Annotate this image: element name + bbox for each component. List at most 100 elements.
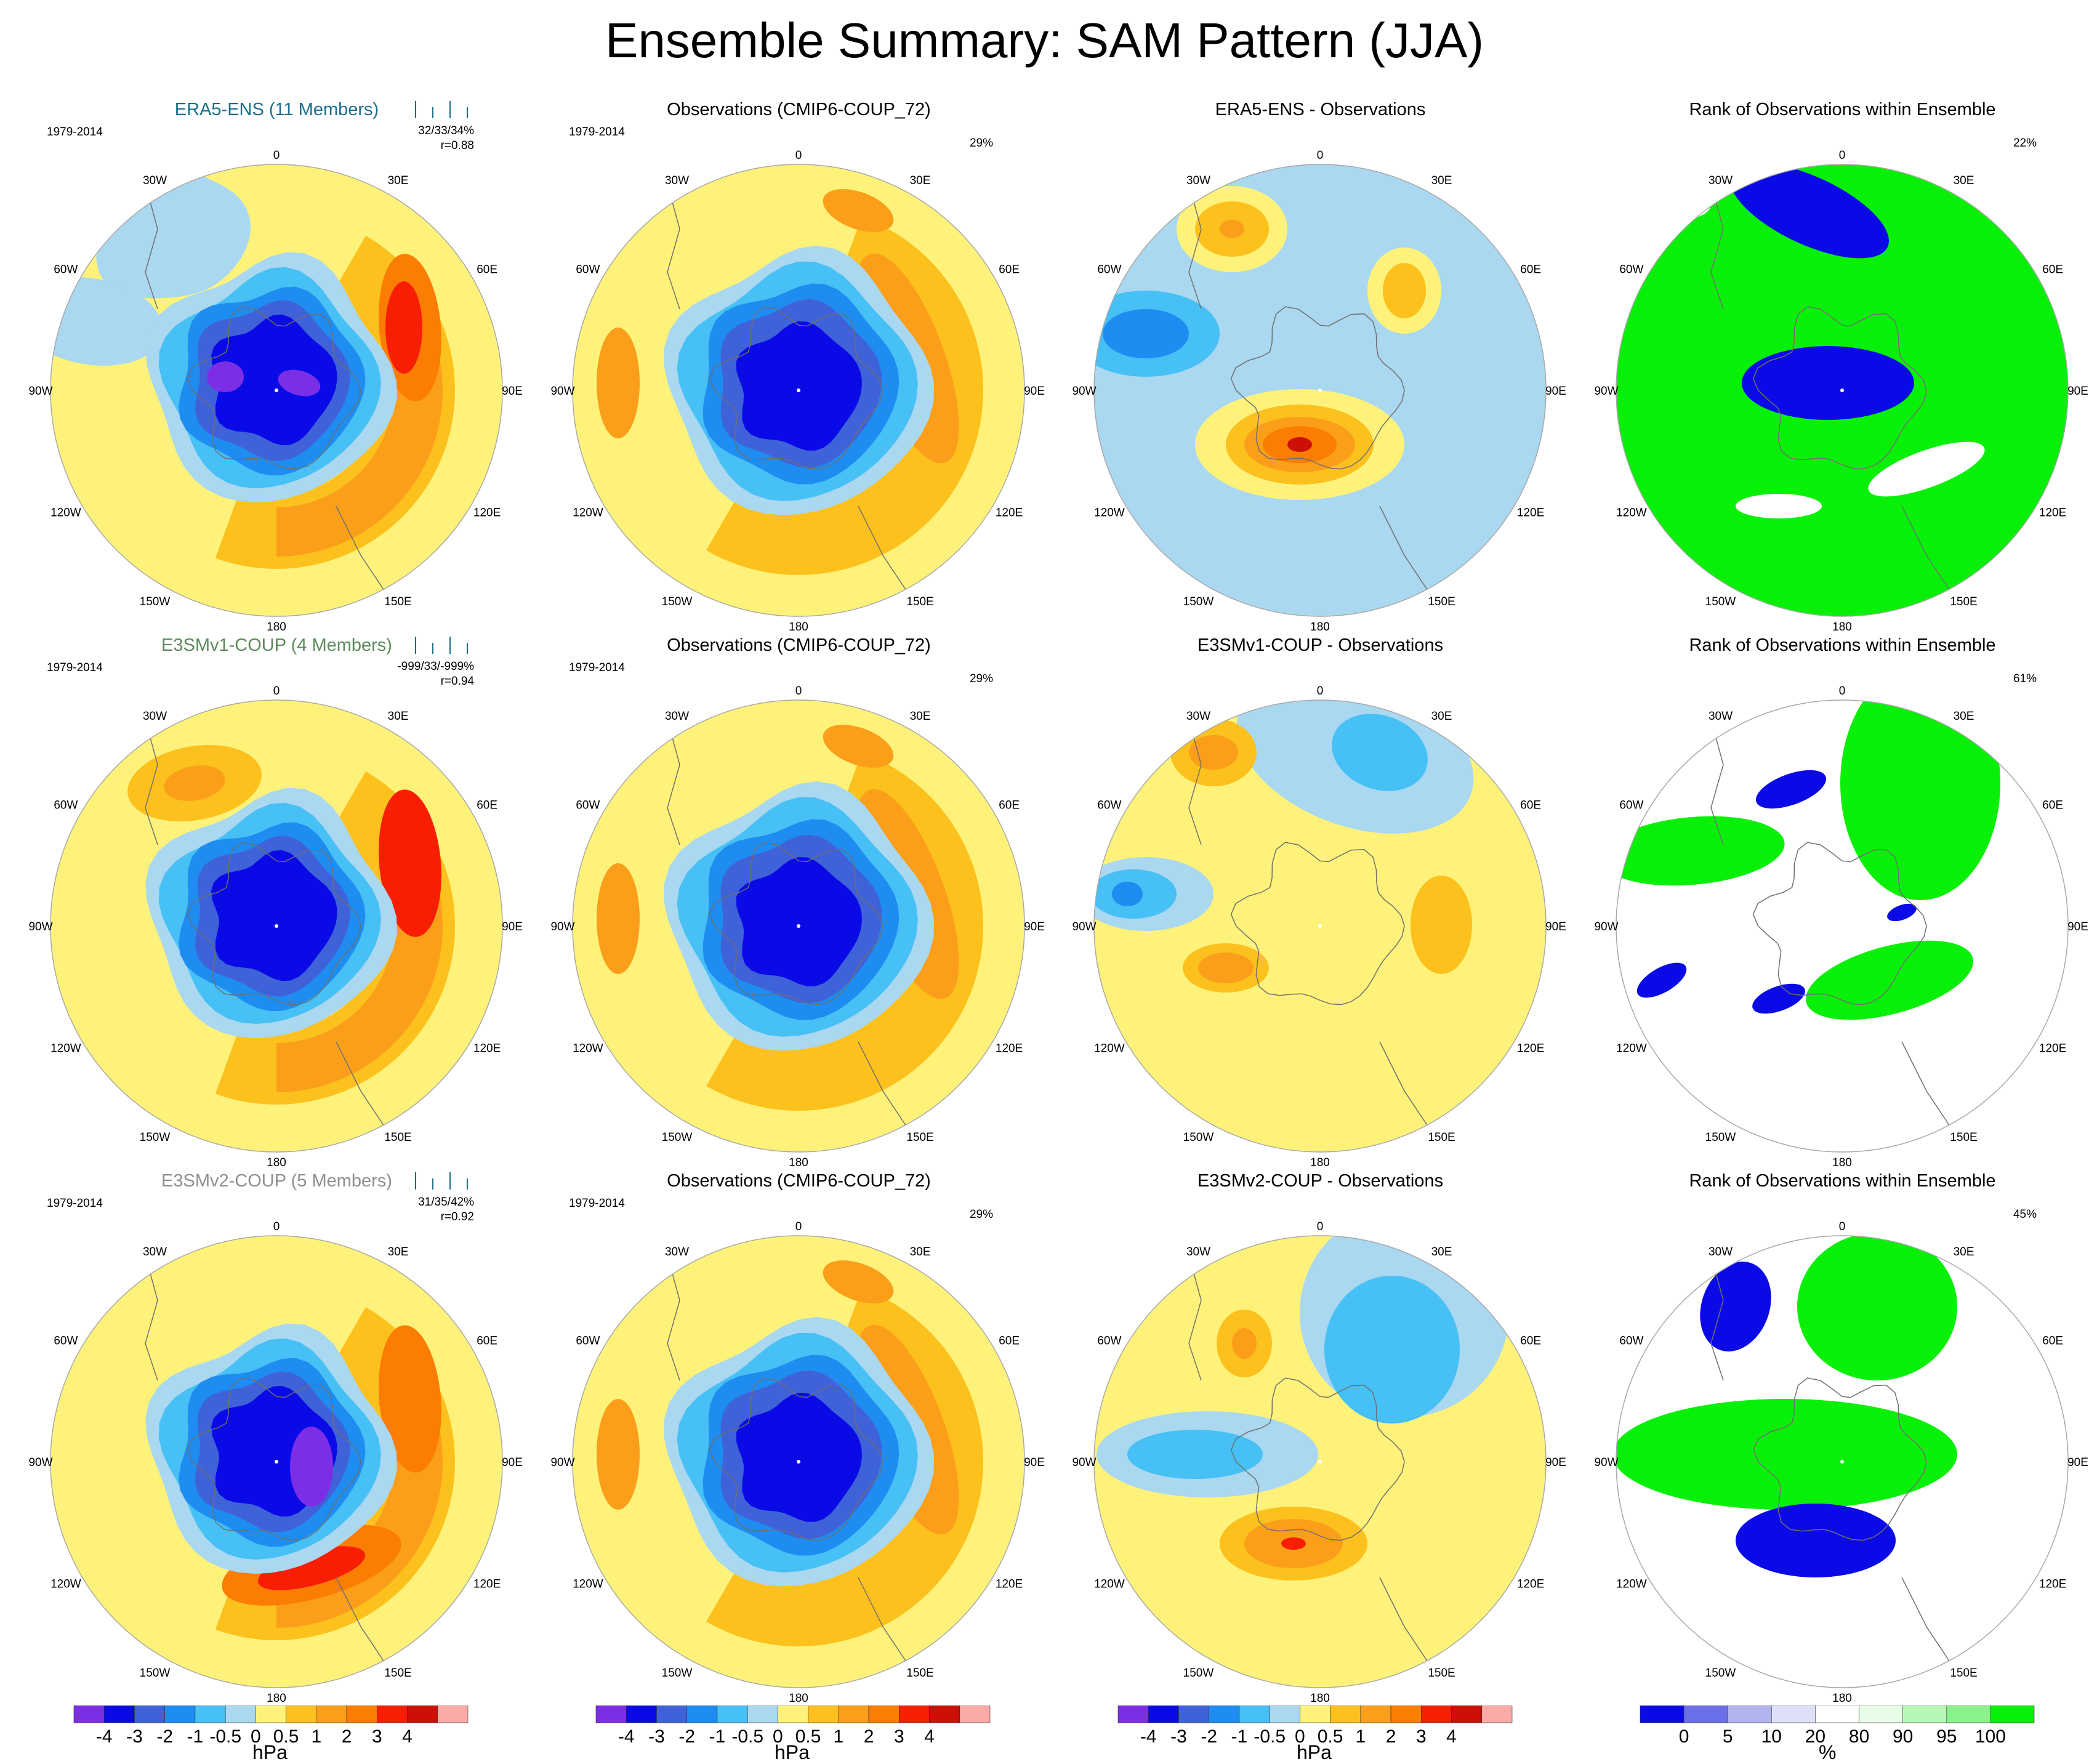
colorbar-swatch [717,1706,748,1723]
obs-variance-pct: 29% [970,672,993,685]
field-layer [50,164,502,616]
longitude-label: 30E [388,1246,409,1259]
member-tick [415,101,416,118]
longitude-label: 30E [1431,174,1452,187]
negative-core [736,321,862,451]
longitude-label: 90E [1545,920,1566,933]
positive-anomaly-region [1189,735,1238,770]
colorbar-unit: % [1819,1741,1837,1763]
period-label: 1979-2014 [569,126,625,139]
colorbar-swatch [73,1706,105,1723]
negative-anomaly-region [1332,714,1428,791]
longitude-label: 90W [28,920,52,933]
colorbar-tick-label: 100 [1975,1726,2006,1747]
panel-title: Rank of Observations within Ensemble [1689,635,1996,655]
period-label: 1979-2014 [47,126,103,139]
member-tick [432,1178,433,1190]
panel-title: Observations (CMIP6-COUP_72) [667,100,931,119]
longitude-label: 180 [1310,1692,1330,1705]
australia-coastline [336,505,386,593]
map-boundary [1093,699,1547,1153]
member-tick [449,1172,451,1190]
colorbar-tick-label: 3 [372,1726,382,1747]
longitude-label: 30W [143,174,167,187]
colorbar-tick-label: -2 [1201,1726,1217,1747]
map-panel-diff: ERA5-ENS - Observations 0 30E 60E 90E 120E 150… [1060,99,1581,634]
rank-high-region [1806,940,1973,1020]
hpa-colorbar: -4 -3 -2 -1 -0.5 0 0.5 1 2 3 4 [73,1706,469,1747]
colorbar-swatch [868,1706,900,1723]
colorbar-swatch [256,1706,286,1723]
south-pole-marker [797,1460,800,1464]
australia-coastline [1379,505,1430,593]
positive-anomaly-region [1411,876,1472,974]
colorbar-tick-label: 0 [251,1726,261,1747]
panel-title: ERA5-ENS (11 Members) [174,100,379,119]
antarctica-coastline [709,1377,883,1541]
longitude-label: 120E [1517,507,1544,520]
longitude-label: 30E [1431,1246,1452,1259]
longitude-label: 120W [573,507,603,520]
longitude-label: 0 [273,685,280,698]
map-panel-obs: Observations (CMIP6-COUP_72) 0 30E 60E 90E 12… [538,1170,1060,1706]
longitude-label: 90W [28,1456,52,1469]
pct-variance-stats: -999/33/-999% [397,660,474,673]
longitude-label: 0 [1317,1220,1324,1233]
positive-core [597,863,640,974]
longitude-label: 60E [999,1335,1020,1348]
positive-anomaly-region [1287,437,1312,452]
australia-coastline [858,1041,908,1129]
south-pole-marker [1840,924,1844,928]
longitude-label: 120E [2039,507,2066,520]
longitude-label: 150W [140,1131,171,1144]
colorbar-tick-label: 1 [311,1726,321,1747]
longitude-label: 90E [1024,920,1045,933]
polar-map: 0 30E 60E 90E 120E 150E 180 150W 120W 90W 60W 30W [1072,685,1566,1169]
colorbar-swatch [898,1706,930,1723]
polar-map: 0 30E 60E 90E 120E 150E 180 150W 120W 90W 60W 30W [1072,149,1566,634]
negative-core [211,314,337,446]
polar-map: 0 30E 60E 90E 120E 150E 180 150W 120W 90W 60W 30W 19… [28,101,523,634]
longitude-label: 60W [576,1335,600,1348]
colorbar-swatch [1902,1706,1947,1723]
longitude-label: 0 [273,149,280,162]
colorbar-swatch [1330,1706,1361,1723]
colorbar-tick-label: -1 [709,1726,726,1747]
longitude-label: 150W [1705,595,1736,608]
antarctica-coastline [1230,1377,1405,1541]
longitude-label: 120E [473,1578,501,1591]
colorbar-unit: hPa [1297,1741,1332,1763]
negative-anomaly-region [1324,1276,1460,1424]
colorbar-swatch [1946,1706,1991,1723]
panel-title: E3SMv2-COUP (5 Members) [161,1171,392,1191]
positive-anomaly-region [164,765,225,801]
longitude-label: 120E [1517,1042,1544,1055]
colorbar-tick-label: 10 [1761,1726,1782,1747]
colorbar-swatch [1269,1706,1300,1723]
longitude-label: 30E [388,710,409,723]
colorbar-swatch [1481,1706,1513,1723]
negative-anomaly-region [1112,882,1143,906]
antarctica-coastline [1230,842,1405,1005]
colorbar-tick-label: 0 [1679,1726,1689,1747]
longitude-label: 120E [473,507,501,520]
longitude-label: 90W [1594,920,1618,933]
longitude-label: 180 [789,621,808,634]
longitude-label: 150W [140,595,171,608]
rank-high-region [1797,1236,1957,1380]
polar-map: 0 30E 60E 90E 120E 150E 180 150W 120W 90W 60W 30W 45… [1594,1208,2088,1705]
longitude-label: 180 [1832,621,1852,634]
longitude-label: 90E [1024,385,1045,398]
colorbar-swatch [376,1706,408,1723]
longitude-label: 0 [795,149,802,162]
colorbar-swatch [286,1706,317,1723]
longitude-label: 60E [999,799,1020,812]
rank-low-region [1755,770,1827,809]
pattern-correlation: r=0.88 [441,139,474,152]
longitude-label: 90W [1072,920,1096,933]
rank-low-region [1736,1504,1896,1577]
map-panel-model: ERA5-ENS (11 Members) 0 30E 60E 90E 120E 150E 1… [16,99,537,634]
pattern-correlation: r=0.94 [441,675,475,688]
colorbar-swatch [103,1706,135,1723]
longitude-label: 120W [1094,1578,1125,1591]
